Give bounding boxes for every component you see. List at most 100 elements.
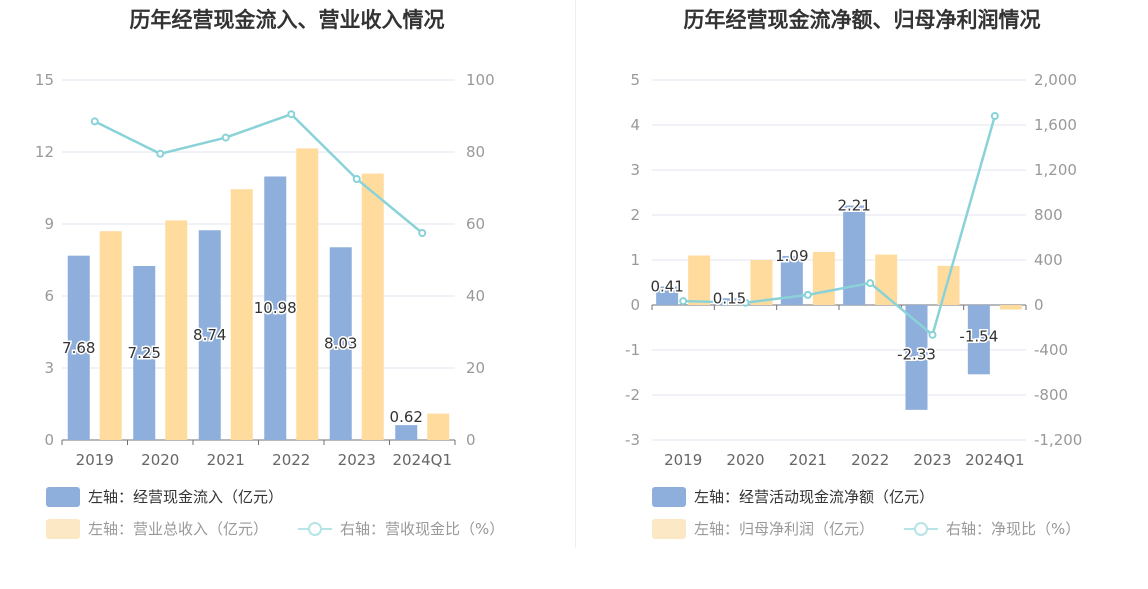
legend-label: 右轴：营收现金比（%）	[340, 520, 505, 538]
y-left-tick-label: 2	[630, 206, 640, 224]
y-left-tick-label: 9	[44, 215, 54, 233]
line-series	[94, 112, 424, 234]
bar-primary	[905, 305, 928, 410]
x-tick-label: 2022	[851, 451, 889, 469]
legend-swatch-bar-blue	[652, 486, 686, 507]
bar-primary	[198, 230, 221, 440]
legend-swatch-bar-yellow	[652, 518, 686, 539]
panel-divider	[575, 0, 576, 548]
y-right-tick-label: 400	[1034, 251, 1063, 269]
line-point	[221, 133, 230, 142]
bar-secondary	[937, 265, 960, 305]
data-label: 10.98	[254, 299, 297, 317]
chart-panel-netcash-profit: 历年经营现金流净额、归母净利润情况 -3 -2 -1 0 1 2 3 4 5 -1,200 -800…	[576, 0, 1148, 589]
y-left-tick-label: 0	[630, 296, 640, 314]
y-left-tick-label: 3	[44, 359, 54, 377]
data-label: 0.62	[390, 408, 423, 426]
legend-label: 右轴：净现比（%）	[946, 520, 1081, 538]
bar-primary	[780, 255, 803, 305]
y-left-tick-label: 1	[630, 251, 640, 269]
x-tick-label: 2024Q1	[965, 451, 1025, 469]
line-point	[741, 298, 750, 307]
x-tick-label: 2021	[789, 451, 827, 469]
y-right-tick-label: 80	[466, 143, 485, 161]
bar-primary	[329, 247, 352, 440]
y-left-tick-label: 15	[35, 71, 54, 89]
line-point	[803, 290, 812, 299]
y-right-tick-label: 60	[466, 215, 485, 233]
x-tick-label: 2019	[76, 451, 114, 469]
x-tick-label: 2021	[207, 451, 245, 469]
data-label: 1.09	[775, 247, 808, 265]
legend-item-ratio[interactable]: 右轴：营收现金比（%）	[298, 518, 504, 539]
y-left-tick-label: 5	[630, 71, 640, 89]
y-right-tick-label: 0	[1034, 296, 1044, 314]
y-left-tick-label: -1	[625, 341, 640, 359]
line-point	[287, 110, 296, 119]
x-tick-label: 2023	[913, 451, 951, 469]
y-left-tick-label: 4	[630, 116, 640, 134]
legend-line-icon	[298, 519, 332, 539]
y-right-tick-label: 1,200	[1034, 161, 1077, 179]
bar-secondary	[99, 231, 122, 440]
chart-title: 历年经营现金流净额、归母净利润情况	[683, 8, 1041, 32]
data-label: -2.33	[897, 345, 936, 363]
chart-plot-netcash-profit: -3 -2 -1 0 1 2 3 4 5 -1,200 -800 -400 0 400 800 1,200 1,…	[625, 71, 1082, 469]
x-tick-label: 2024Q1	[392, 451, 452, 469]
legend-label: 左轴：经营现金流入（亿元）	[88, 488, 284, 506]
data-label: 0.41	[650, 278, 683, 296]
legend-item-net-cashflow[interactable]: 左轴：经营活动现金流净额（亿元）	[652, 486, 934, 507]
legend-item-cash-inflow[interactable]: 左轴：经营现金流入（亿元）	[46, 486, 283, 507]
y-right-tick-label: 40	[466, 287, 485, 305]
bar-secondary	[812, 251, 835, 305]
x-tick-label: 2023	[338, 451, 376, 469]
x-tick-label: 2020	[141, 451, 179, 469]
legend-label: 左轴：经营活动现金流净额（亿元）	[694, 488, 935, 506]
y-right-tick-label: 100	[466, 71, 495, 89]
x-tick-label: 2022	[272, 451, 310, 469]
bar-primary	[264, 176, 287, 441]
legend-label: 左轴：归母净利润（亿元）	[694, 520, 875, 538]
data-label: 8.03	[324, 335, 357, 353]
bar-secondary	[230, 189, 253, 440]
x-tick-label: 2020	[726, 451, 764, 469]
bar-secondary	[750, 260, 773, 305]
y-left-tick-label: 6	[44, 287, 54, 305]
y-right-tick-label: -800	[1034, 386, 1068, 404]
line-series	[683, 115, 997, 337]
data-label: 7.25	[128, 344, 161, 362]
bar-secondary	[296, 148, 319, 440]
line-point	[866, 279, 875, 288]
line-point	[90, 117, 99, 126]
bar-primary	[133, 266, 156, 440]
y-right-tick-label: 0	[466, 431, 476, 449]
bar-secondary	[688, 255, 711, 305]
y-right-tick-label: -400	[1034, 341, 1068, 359]
bar-primary	[967, 305, 990, 375]
line-point	[352, 175, 361, 183]
bar-primary	[67, 255, 90, 440]
data-label: 7.68	[62, 339, 95, 357]
legend-swatch-bar-blue	[46, 486, 80, 507]
bar-primary	[843, 205, 866, 305]
x-tick-label: 2019	[664, 451, 702, 469]
legend-line-icon	[904, 519, 938, 539]
line-point	[990, 112, 999, 120]
bar-primary	[395, 425, 418, 440]
y-left-tick-label: 12	[35, 143, 54, 161]
line-point	[679, 297, 688, 306]
data-label: -1.54	[959, 328, 998, 346]
legend-swatch-bar-yellow	[46, 518, 80, 539]
y-right-tick-label: 2,000	[1034, 71, 1077, 89]
legend-item-net-cash-ratio[interactable]: 右轴：净现比（%）	[904, 518, 1080, 539]
bar-secondary	[165, 220, 188, 440]
y-right-tick-label: 800	[1034, 206, 1063, 224]
legend-item-net-profit[interactable]: 左轴：归母净利润（亿元）	[652, 518, 874, 539]
y-right-tick-label: 20	[466, 359, 485, 377]
bar-secondary	[427, 413, 450, 440]
y-right-tick-label: 1,600	[1034, 116, 1077, 134]
legend-item-revenue[interactable]: 左轴：营业总收入（亿元）	[46, 518, 268, 539]
y-left-tick-label: -2	[625, 386, 640, 404]
legend-label: 左轴：营业总收入（亿元）	[88, 520, 269, 538]
data-label: 2.21	[837, 197, 870, 215]
